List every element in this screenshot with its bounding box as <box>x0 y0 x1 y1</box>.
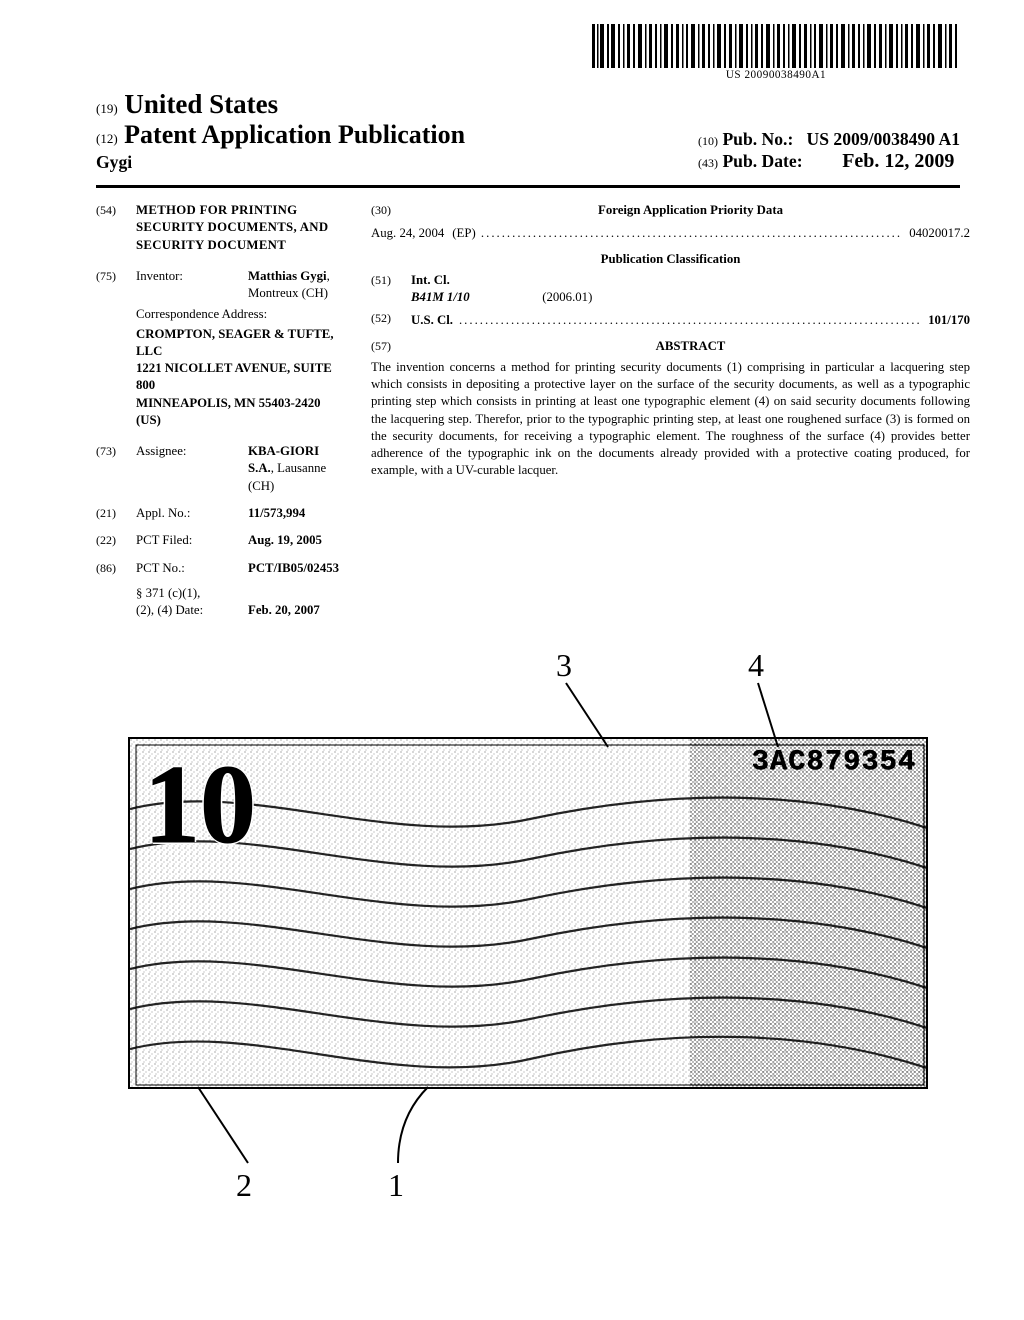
code-19: (19) <box>96 101 118 116</box>
barcode: US 20090038490A1 <box>592 24 960 81</box>
pctno: PCT/IB05/02453 <box>248 560 339 577</box>
abstract-text: The invention concerns a method for prin… <box>371 359 970 480</box>
abstract-head: ABSTRACT <box>411 338 970 355</box>
serial-number: 3AC879354 <box>751 745 916 778</box>
code-52: (52) <box>371 310 411 331</box>
foreign-date: Aug. 24, 2004 <box>371 225 444 242</box>
right-column: (30) Foreign Application Priority Data A… <box>371 198 970 619</box>
code-21: (21) <box>96 505 136 522</box>
banknote: 10 3AC879354 <box>128 737 928 1089</box>
label-assignee: Assignee: <box>136 443 248 495</box>
intcl-ver: (2006.01) <box>542 290 592 304</box>
intcl-sym: B41M 1/10 <box>411 289 539 306</box>
corr-l3: MINNEAPOLIS, MN 55403-2420 (US) <box>136 396 321 427</box>
code-22: (22) <box>96 532 136 549</box>
pubdate-label: Pub. Date: <box>722 151 802 171</box>
code-73: (73) <box>96 443 136 495</box>
foreign-num: 04020017.2 <box>909 225 970 242</box>
s371-block: § 371 (c)(1), (2), (4) Date: Feb. 20, 20… <box>136 585 339 620</box>
s371-l1: § 371 (c)(1), <box>136 585 339 602</box>
code-86: (86) <box>96 560 136 577</box>
denomination: 10 <box>144 749 256 861</box>
left-column: (54) METHOD FOR PRINTING SECURITY DOCUME… <box>96 198 339 619</box>
label-applno: Appl. No.: <box>136 505 248 522</box>
uscl-val: 101/170 <box>928 312 970 329</box>
pubclass-head: Publication Classification <box>371 251 970 268</box>
code-54: (54) <box>96 202 136 254</box>
foreign-head: Foreign Application Priority Data <box>411 202 970 219</box>
correspondence-address: Correspondence Address: CROMPTON, SEAGER… <box>136 306 339 429</box>
authors: Gygi <box>96 152 465 173</box>
country: United States <box>124 89 278 119</box>
publication-type: Patent Application Publication <box>124 120 465 149</box>
code-43: (43) <box>698 156 718 170</box>
foreign-cc: (EP) <box>452 226 475 240</box>
publication-type-line: (12) Patent Application Publication <box>96 120 465 150</box>
country-line: (19) United States <box>96 89 465 120</box>
code-30: (30) <box>371 202 411 219</box>
header-rule <box>96 185 960 188</box>
title-54: METHOD FOR PRINTING SECURITY DOCUMENTS, … <box>136 202 339 254</box>
code-51: (51) <box>371 272 411 307</box>
corr-l1: CROMPTON, SEAGER & TUFTE, LLC <box>136 327 334 358</box>
s371-l2: (2), (4) Date: <box>136 602 248 619</box>
pubno-label: Pub. No.: <box>722 129 793 149</box>
inventor: Matthias Gygi, Montreux (CH) <box>248 268 339 303</box>
pubno: US 2009/0038490 A1 <box>807 129 960 149</box>
label-pctfiled: PCT Filed: <box>136 532 248 549</box>
label-intcl: Int. Cl. <box>411 273 450 287</box>
uscl-dots <box>459 312 922 329</box>
label-pctno: PCT No.: <box>136 560 248 577</box>
figure: 3 4 2 1 <box>108 647 948 1207</box>
inventor-name: Matthias Gygi <box>248 269 327 283</box>
code-12: (12) <box>96 131 118 146</box>
code-10: (10) <box>698 134 718 148</box>
s371-val: Feb. 20, 2007 <box>248 602 320 619</box>
label-uscl: U.S. Cl. <box>411 312 453 329</box>
corr-l2: 1221 NICOLLET AVENUE, SUITE 800 <box>136 361 332 392</box>
code-75: (75) <box>96 268 136 303</box>
code-57: (57) <box>371 338 411 355</box>
barcode-text: US 20090038490A1 <box>592 69 960 81</box>
pubdate: Feb. 12, 2009 <box>842 150 954 172</box>
barcode-block: US 20090038490A1 <box>96 24 960 83</box>
corr-lead: Correspondence Address: <box>136 306 339 323</box>
biblio-body: (54) METHOD FOR PRINTING SECURITY DOCUME… <box>96 198 960 619</box>
applno: 11/573,994 <box>248 505 339 522</box>
pctfiled: Aug. 19, 2005 <box>248 532 339 549</box>
label-inventor: Inventor: <box>136 268 248 303</box>
assignee: KBA-GIORI S.A., Lausanne (CH) <box>248 443 339 495</box>
header: (19) United States (12) Patent Applicati… <box>96 89 960 181</box>
